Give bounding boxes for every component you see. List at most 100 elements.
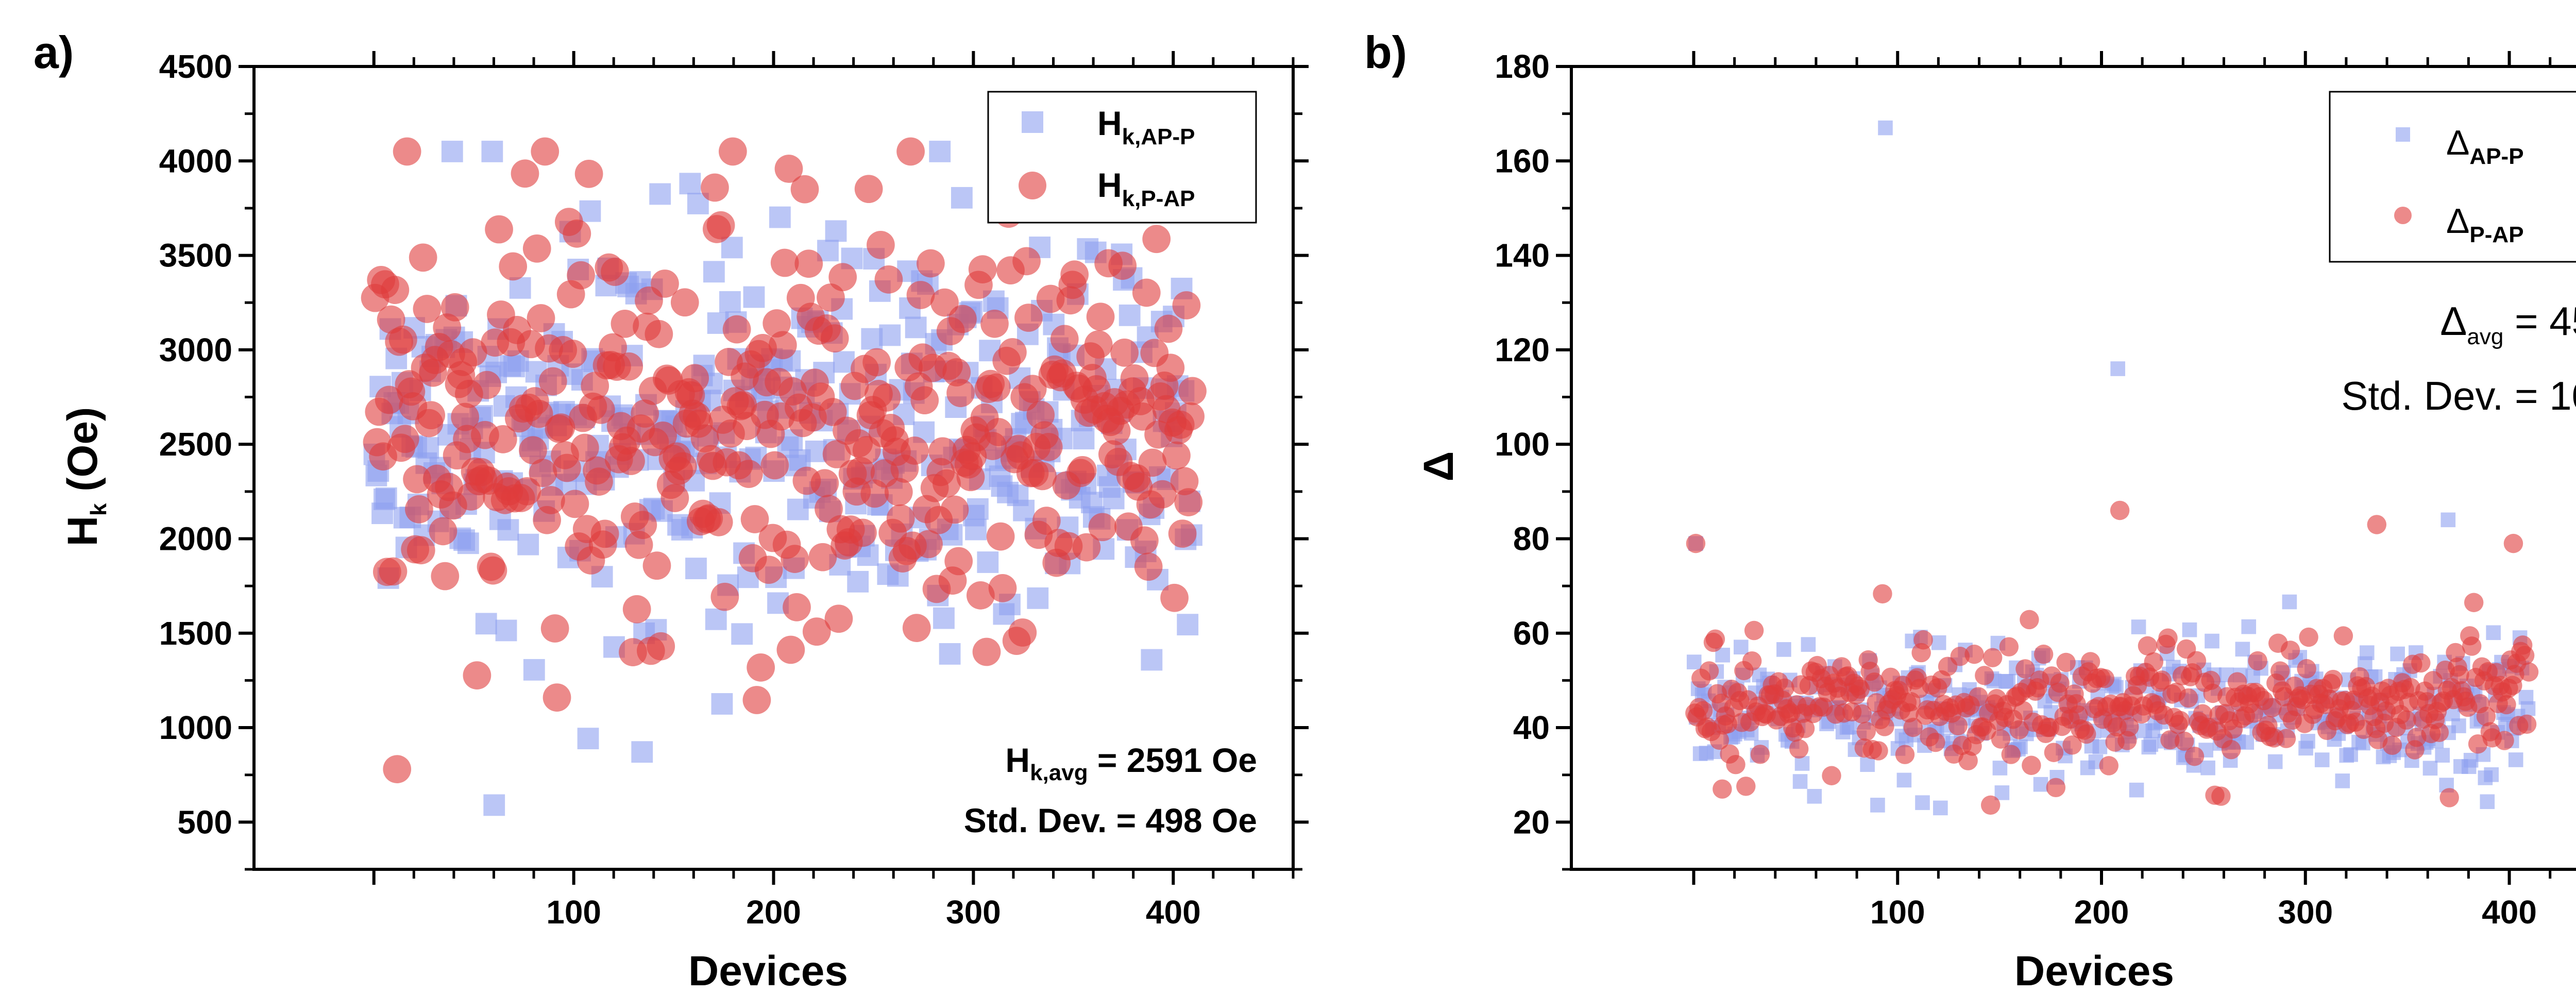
data-point-square (705, 608, 727, 630)
data-point-circle (2299, 627, 2318, 647)
data-point-circle (774, 155, 803, 183)
x-tick-label: 200 (746, 894, 801, 931)
legend-a-series2: Hk,P-AP (1097, 166, 1195, 211)
y-tick-label: 1000 (159, 709, 232, 746)
data-point-square (497, 519, 519, 541)
panel-a-points (361, 137, 1207, 816)
data-point-circle (1982, 648, 2003, 667)
data-point-circle (375, 385, 403, 414)
data-point-circle (794, 249, 823, 278)
data-point-circle (2495, 731, 2514, 750)
data-point-circle (1028, 462, 1057, 491)
data-point-square (417, 437, 439, 459)
data-point-circle (2270, 661, 2290, 681)
data-point-circle (872, 383, 901, 412)
x-tick-label: 300 (2278, 894, 2333, 931)
data-point-circle (1008, 618, 1037, 647)
data-point-circle (649, 421, 677, 450)
data-point-circle (2144, 652, 2164, 672)
data-point-square (703, 261, 725, 283)
legend-square-marker (1022, 111, 1043, 133)
data-point-square (731, 623, 753, 645)
y-tick-label: 3500 (159, 237, 232, 274)
data-point-circle (1969, 687, 1988, 706)
data-point-square (861, 328, 883, 350)
data-point-circle (2297, 659, 2316, 679)
data-point-square (1027, 587, 1049, 609)
data-point-circle (647, 632, 675, 661)
data-point-circle (817, 283, 845, 312)
y-tick-label: 40 (1513, 709, 1550, 746)
data-point-circle (409, 243, 437, 272)
data-point-circle (581, 372, 609, 400)
data-point-circle (574, 159, 603, 188)
panel-b-label: b) (1364, 27, 1407, 78)
data-point-circle (933, 469, 961, 498)
x-tick-label: 300 (946, 894, 1001, 931)
data-point-circle (770, 248, 799, 277)
data-point-circle (622, 595, 651, 624)
data-point-circle (1895, 745, 1915, 764)
data-point-circle (1156, 354, 1185, 382)
data-point-circle (522, 234, 551, 263)
data-point-circle (822, 440, 851, 468)
data-point-circle (783, 593, 811, 621)
data-point-square (1177, 614, 1199, 636)
data-point-circle (1991, 729, 2011, 749)
data-point-circle (2080, 652, 2100, 671)
data-point-circle (417, 401, 446, 430)
data-point-circle (1865, 672, 1884, 692)
data-point-circle (1950, 647, 1970, 666)
data-point-square (2239, 735, 2255, 750)
data-point-circle (558, 340, 587, 368)
data-point-circle (1060, 260, 1089, 289)
data-point-circle (2022, 755, 2041, 775)
data-point-circle (645, 319, 673, 348)
data-point-circle (1852, 704, 1872, 724)
data-point-circle (1795, 718, 1815, 738)
panel-a-annotation-avg: Hk,avg = 2591 Oe (1005, 741, 1257, 785)
y-tick-label: 4500 (159, 48, 232, 85)
y-tick-label: 2500 (159, 426, 232, 463)
legend-circle-marker (1019, 172, 1046, 199)
data-point-circle (2476, 706, 2496, 726)
data-point-circle (1705, 629, 1725, 649)
data-point-square (649, 183, 671, 205)
data-point-circle (590, 519, 619, 548)
data-point-circle (2171, 711, 2190, 730)
data-point-circle (669, 452, 697, 481)
data-point-square (2143, 737, 2159, 752)
data-point-circle (884, 478, 913, 507)
data-point-circle (570, 433, 599, 462)
data-point-square (2520, 701, 2536, 716)
y-tick-label: 180 (1495, 48, 1550, 85)
data-point-circle (531, 137, 560, 166)
data-point-square (2235, 642, 2250, 657)
legend-b-series1: ΔAP-P (2446, 123, 2524, 169)
data-point-circle (1736, 777, 1756, 796)
data-point-circle (488, 425, 517, 453)
data-point-circle (2439, 788, 2459, 807)
data-point-circle (431, 562, 460, 591)
data-point-circle (722, 315, 751, 344)
data-point-circle (886, 504, 915, 533)
data-point-circle (499, 252, 528, 281)
data-point-square (929, 141, 951, 162)
y-tick-label: 4000 (159, 142, 232, 179)
data-point-circle (1744, 620, 1764, 641)
data-point-square (495, 619, 517, 642)
data-point-circle (429, 517, 457, 546)
data-point-circle (956, 463, 985, 492)
data-point-circle (966, 581, 995, 610)
data-point-circle (601, 258, 629, 286)
data-point-circle (2187, 651, 2207, 670)
data-point-circle (2248, 651, 2267, 671)
data-point-circle (946, 379, 975, 408)
data-point-square (481, 141, 503, 162)
data-point-circle (1088, 513, 1117, 542)
data-point-circle (629, 511, 657, 540)
data-point-circle (1176, 402, 1205, 431)
y-tick-label: 120 (1495, 331, 1550, 368)
data-point-square (2241, 619, 2257, 634)
data-point-circle (547, 413, 575, 442)
